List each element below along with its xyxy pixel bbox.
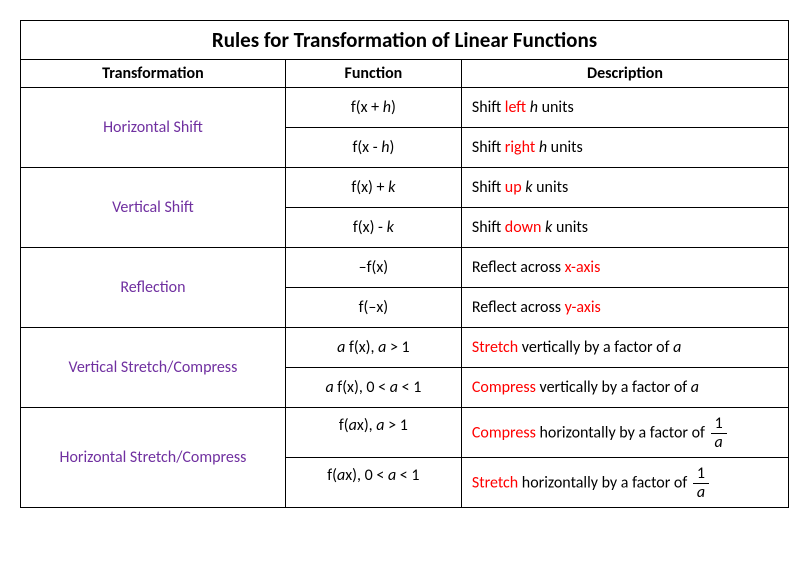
header-transformation: Transformation [21,60,286,88]
transformation-table-container: Rules for Transformation of Linear Funct… [20,20,789,508]
description-cell: Compress vertically by a factor of a [461,368,788,408]
transform-cell: Reflection [21,248,286,328]
description-cell: Reflect across y-axis [461,288,788,328]
function-cell: f(x) - k [285,208,461,248]
description-cell: Shift down k units [461,208,788,248]
function-cell: f(x) + k [285,168,461,208]
table-row: Horizontal Stretch/Compress f(ax), a > 1… [21,408,789,458]
function-cell: –f(x) [285,248,461,288]
function-cell: f(–x) [285,288,461,328]
function-cell: f(ax), a > 1 [285,408,461,458]
title-row: Rules for Transformation of Linear Funct… [21,21,789,60]
fraction: 1a [711,416,727,451]
function-cell: f(x - h) [285,128,461,168]
table-title: Rules for Transformation of Linear Funct… [21,21,789,60]
transform-cell: Vertical Shift [21,168,286,248]
transform-cell: Horizontal Stretch/Compress [21,408,286,508]
transform-label: Vertical Stretch/Compress [69,358,238,377]
description-cell: Shift right h units [461,128,788,168]
transform-label: Horizontal Stretch/Compress [59,448,246,467]
transformation-table: Rules for Transformation of Linear Funct… [20,20,789,508]
table-row: Horizontal Shift f(x + h) Shift left h u… [21,88,789,128]
transform-label: Vertical Shift [112,198,194,217]
function-cell: f(x + h) [285,88,461,128]
description-cell: Shift up k units [461,168,788,208]
transform-cell: Horizontal Shift [21,88,286,168]
header-row: Transformation Function Description [21,60,789,88]
function-cell: f(ax), 0 < a < 1 [285,458,461,508]
table-row: Vertical Stretch/Compress a f(x), a > 1 … [21,328,789,368]
transform-cell: Vertical Stretch/Compress [21,328,286,408]
fraction: 1a [693,466,709,501]
function-cell: a f(x), 0 < a < 1 [285,368,461,408]
table-row: Reflection –f(x) Reflect across x-axis [21,248,789,288]
description-cell: Stretch horizontally by a factor of 1a [461,458,788,508]
description-cell: Shift left h units [461,88,788,128]
header-function: Function [285,60,461,88]
description-cell: Compress horizontally by a factor of 1a [461,408,788,458]
function-cell: a f(x), a > 1 [285,328,461,368]
transform-label: Reflection [120,278,185,297]
description-cell: Stretch vertically by a factor of a [461,328,788,368]
table-row: Vertical Shift f(x) + k Shift up k units [21,168,789,208]
transform-label: Horizontal Shift [103,118,203,137]
header-description: Description [461,60,788,88]
description-cell: Reflect across x-axis [461,248,788,288]
